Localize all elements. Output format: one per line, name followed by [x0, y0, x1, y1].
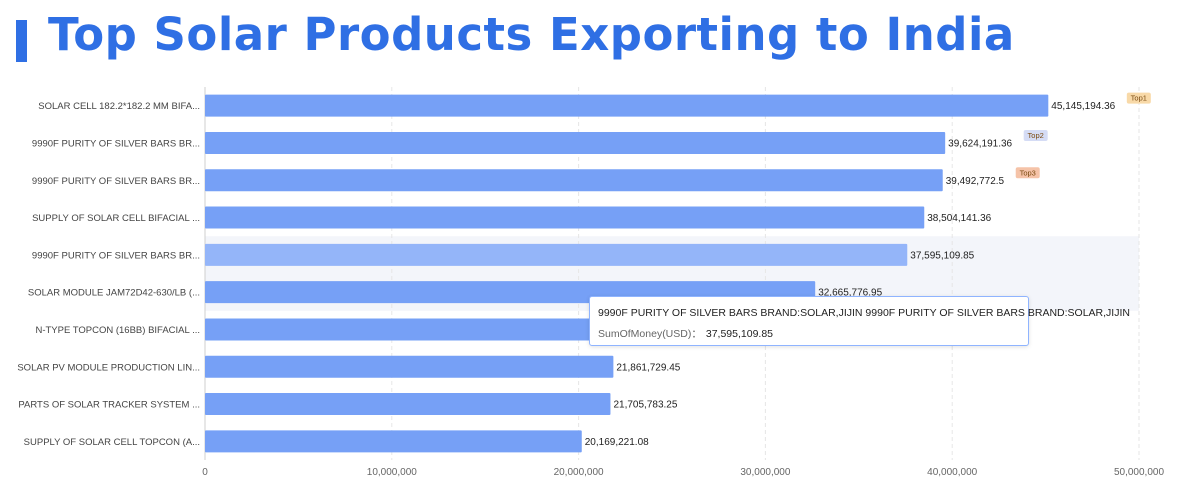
- value-label: 45,145,194.36: [1051, 101, 1115, 112]
- category-label: N-TYPE TOPCON (16BB) BIFACIAL ...: [35, 325, 200, 336]
- tooltip-value: 37,595,109.85: [705, 328, 774, 340]
- x-tick-label: 40,000,000: [927, 467, 977, 478]
- bar: [205, 94, 1049, 117]
- category-label: SOLAR PV MODULE PRODUCTION LIN...: [17, 362, 200, 373]
- rank-badge: [1015, 167, 1040, 179]
- value-label: 21,705,783.25: [613, 400, 677, 411]
- category-label: SUPPLY OF SOLAR CELL TOPCON (A...: [24, 437, 200, 448]
- tooltip-label: SumOfMoney(USD)：: [598, 328, 702, 340]
- bar: [205, 393, 611, 416]
- value-label: 21,861,729.45: [616, 362, 680, 373]
- rank-badge-label: Top1: [1131, 94, 1147, 103]
- rank-badge: [1023, 129, 1048, 141]
- rank-badge: [1126, 92, 1151, 104]
- category-label: SOLAR MODULE JAM72D42-630/LB (...: [28, 288, 200, 299]
- rank-badge-label: Top2: [1028, 131, 1044, 140]
- tooltip-row: SumOfMoney(USD)： 37,595,109.85: [598, 326, 773, 341]
- value-label: 32,665,776.95: [818, 288, 882, 299]
- chart-tooltip: 9990F PURITY OF SILVER BARS BRAND:SOLAR,…: [589, 296, 1130, 346]
- value-label: 20,169,221.08: [585, 437, 649, 448]
- value-label: 39,492,772.5: [946, 176, 1005, 187]
- bar: [205, 355, 614, 378]
- x-tick-label: 10,000,000: [367, 467, 417, 478]
- value-label: 38,504,141.36: [927, 213, 991, 224]
- x-tick-label: 50,000,000: [1114, 467, 1164, 478]
- category-label: SUPPLY OF SOLAR CELL BIFACIAL ...: [32, 213, 200, 224]
- page-title: Top Solar Products Exporting to India: [48, 8, 1015, 61]
- category-label: PARTS OF SOLAR TRACKER SYSTEM ...: [18, 400, 200, 411]
- title-accent-bar: [16, 20, 27, 62]
- bar: [205, 430, 582, 453]
- x-tick-label: 20,000,000: [554, 467, 604, 478]
- bar: [205, 131, 946, 154]
- bar: [205, 206, 925, 229]
- category-label: 9990F PURITY OF SILVER BARS BR...: [32, 250, 200, 261]
- tooltip-title: 9990F PURITY OF SILVER BARS BRAND:SOLAR,…: [598, 307, 1130, 319]
- value-label: 39,624,191.36: [948, 138, 1012, 149]
- category-label: 9990F PURITY OF SILVER BARS BR...: [32, 176, 200, 187]
- x-tick-label: 30,000,000: [740, 467, 790, 478]
- rank-badge-label: Top3: [1020, 168, 1036, 177]
- x-tick-label: 0: [202, 467, 208, 478]
- value-label: 37,595,109.85: [910, 250, 974, 261]
- category-label: 9990F PURITY OF SILVER BARS BR...: [32, 138, 200, 149]
- bar: [205, 169, 943, 192]
- category-label: SOLAR CELL 182.2*182.2 MM BIFA...: [38, 101, 200, 112]
- bar: [205, 243, 908, 266]
